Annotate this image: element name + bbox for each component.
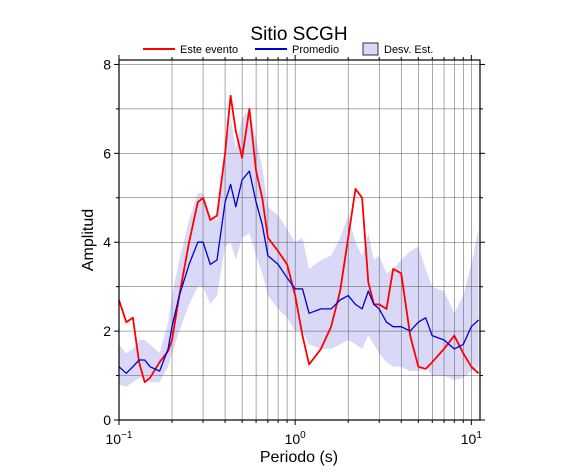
series-layer (118, 94, 480, 384)
y-tick-label: 8 (103, 56, 111, 72)
series-line-promedio (118, 170, 480, 374)
x-tick-label: 100 (285, 430, 307, 447)
legend-item-desv-est-label: Desv. Est. (384, 44, 433, 56)
chart-title: Sitio SCGH (250, 24, 347, 45)
y-tick-label: 6 (103, 145, 111, 161)
std-dev-band-layer (119, 108, 479, 387)
legend-item-este-evento-label: Este evento (180, 44, 238, 56)
y-axis-label: Amplitud (80, 209, 97, 271)
y-tick-label: 2 (103, 323, 111, 339)
series-line-este-evento (118, 94, 480, 384)
legend-item-promedio-label: Promedio (292, 44, 339, 56)
y-tick-label: 0 (103, 412, 111, 428)
legend: Este evento Promedio Desv. Est. (143, 42, 433, 56)
plot-frame (118, 59, 481, 421)
x-tick-label: 10−1 (106, 430, 133, 447)
std-dev-band (119, 108, 479, 387)
legend-item-desv-est-swatch (362, 42, 379, 56)
x-axis-label: Periodo (s) (260, 449, 338, 466)
y-tick-label: 4 (103, 234, 111, 250)
x-tick-label: 101 (461, 430, 483, 447)
